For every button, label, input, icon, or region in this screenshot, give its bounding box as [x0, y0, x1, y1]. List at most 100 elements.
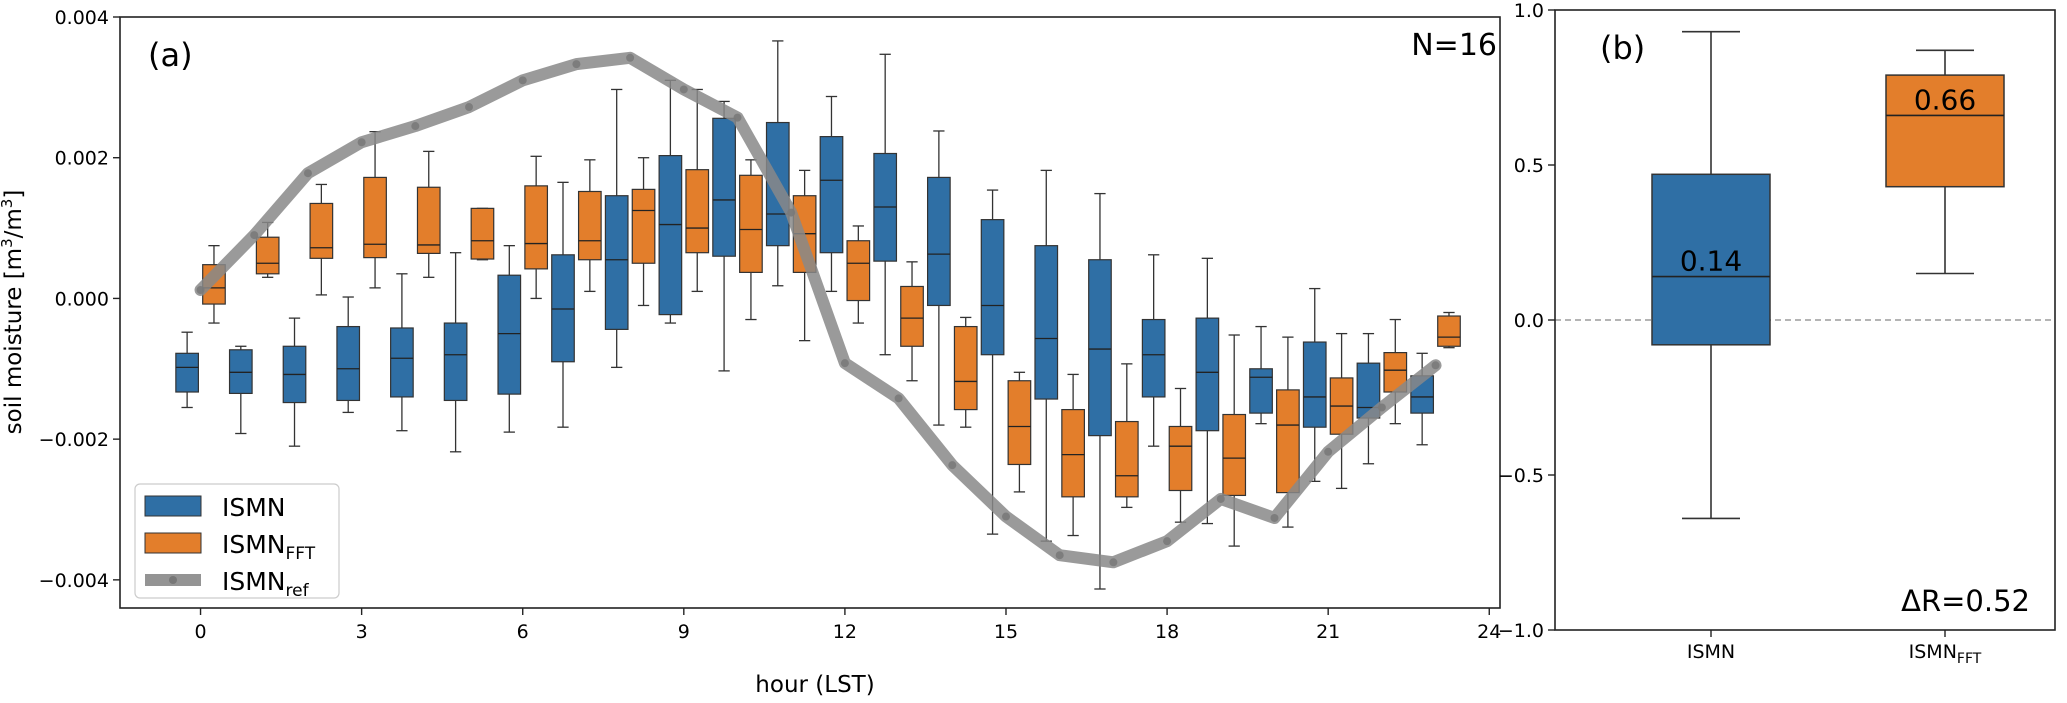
box-ismn-h9 [658, 79, 683, 324]
ref-point-h21 [1324, 447, 1333, 456]
panel-a-plot-content [175, 40, 1461, 590]
box-ismn-h2 [282, 317, 307, 447]
y-axis-title-sup2: 3 [0, 199, 16, 209]
box-body [900, 285, 924, 347]
box-body [1437, 315, 1461, 347]
b-y-tick-label-3: 0.5 [1514, 155, 1544, 177]
box-ismn-fft-h19 [1222, 334, 1247, 547]
box-body [416, 186, 441, 254]
box-r-ismn: 0.14 [1651, 30, 1771, 520]
box-body [953, 325, 978, 411]
box-ismn-h10 [712, 100, 736, 372]
panel-a-x-ticks: 0 3 6 9 12 15 18 21 24 [194, 608, 1501, 643]
box-ismn-fft-h20 [1276, 336, 1300, 528]
box-ismn-h20 [1249, 325, 1273, 425]
box-body [1034, 245, 1059, 400]
box-body [604, 195, 629, 330]
box-ismn-h15 [980, 189, 1005, 535]
box-body [309, 202, 334, 259]
box-body [1249, 368, 1273, 414]
y-axis-title-sup1: 3 [0, 238, 16, 248]
b-y-tick-label-1: −0.5 [1498, 465, 1544, 487]
box-ismn-fft-h16 [1061, 373, 1085, 537]
box-body [926, 176, 951, 307]
box-ismn-fft-h22 [1383, 318, 1408, 425]
box-body [1885, 74, 2005, 188]
ref-point-h14 [948, 461, 957, 470]
ref-line-ismn-ref [194, 51, 1442, 569]
ref-point-h19 [1216, 494, 1225, 503]
legend-label-ismn-fft-base: ISMN [222, 530, 286, 559]
box-body [685, 169, 710, 254]
box-ismn-h16 [1034, 169, 1059, 542]
legend: ISMN ISMNFFT ISMNref [134, 483, 340, 601]
box-body [1007, 380, 1032, 466]
box-ismn-fft-h3 [363, 131, 387, 289]
box-body [1114, 420, 1139, 498]
box-ismn-fft-h17 [1114, 363, 1139, 509]
box-body [631, 188, 656, 264]
panel-b-x-ticks: ISMN ISMNFFT [1687, 630, 1982, 667]
panel-a-y-ticks: −0.004 −0.002 0.000 0.002 0.004 [39, 7, 120, 592]
x-tick-label-3: 3 [356, 621, 368, 643]
box-ismn-h6 [497, 245, 522, 433]
box-body [1195, 317, 1220, 432]
x-tick-label-0: 0 [194, 621, 206, 643]
box-body [255, 236, 280, 275]
panel-b-label: (b) [1600, 29, 1645, 67]
x-tick-label-24: 24 [1477, 621, 1501, 643]
box-ismn-h18 [1141, 254, 1166, 447]
box-ismn-h22 [1356, 332, 1381, 465]
box-ismn-h17 [1088, 192, 1112, 590]
box-ismn-h12 [819, 95, 844, 293]
box-body [336, 325, 361, 402]
x-tick-label-15: 15 [994, 621, 1018, 643]
box-body [1222, 413, 1247, 497]
ref-point-h16 [1055, 551, 1064, 560]
panel-a-label: (a) [148, 36, 193, 74]
box-body [524, 185, 549, 270]
box-ismn-fft-h12 [846, 225, 871, 324]
ref-point-h23 [1431, 361, 1440, 370]
box-body [1276, 389, 1300, 494]
legend-label-ismn-fft: ISMNFFT [222, 530, 316, 564]
ref-point-h0 [196, 285, 205, 294]
panel-b-x-tick-label-ismn-fft-base: ISMN [1909, 641, 1957, 663]
ref-point-h12 [840, 359, 849, 368]
panel-b-plot-content: 0.14 0.66 [1555, 30, 2055, 520]
box-body [551, 254, 575, 363]
y-tick-label-0: −0.004 [39, 570, 109, 592]
panel-b-note: ΔR=0.52 [1901, 584, 2030, 618]
box-body [363, 176, 387, 259]
panel-b: 0.140.66 −1.0−0.50.00.51.0 ISMN ISMNFFT … [1498, 0, 2056, 667]
box-body [658, 155, 683, 316]
box-ismn-fft-h8 [631, 157, 656, 307]
panel-b-x-tick-label-ismn: ISMN [1687, 641, 1735, 663]
legend-label-ismn-fft-sub: FFT [286, 544, 316, 564]
box-ismn-h14 [926, 130, 951, 426]
box-body [497, 274, 522, 395]
box-ismn-h4 [390, 273, 414, 432]
box-ismn-h8 [604, 88, 629, 369]
box-body [1088, 259, 1112, 437]
legend-label-ismn: ISMN [222, 493, 286, 522]
ref-point-h6 [518, 76, 527, 85]
panel-b-x-tick-label-ismn-fft-sub: FFT [1957, 651, 1982, 667]
panel-a: 0 3 6 9 12 15 18 21 24 −0.004 −0.002 0.000 0.002 0.0… [0, 7, 1501, 698]
ref-point-h7 [572, 60, 581, 69]
ref-point-h18 [1163, 537, 1172, 546]
box-body [1061, 408, 1085, 498]
legend-swatch-ismn-fft [144, 532, 202, 554]
y-axis-title-prefix: soil moisture [m [1, 248, 27, 434]
legend-marker-ismn-ref [169, 576, 177, 584]
box-ismn-fft-h7 [577, 159, 602, 293]
median-value-label: 0.66 [1914, 83, 1976, 116]
box-ismn-h19 [1195, 257, 1220, 525]
box-body [390, 327, 414, 398]
ref-point-h1 [250, 231, 259, 240]
b-y-tick-label-0: −1.0 [1498, 620, 1544, 642]
ref-point-h20 [1270, 513, 1279, 522]
box-ismn-fft-h10 [739, 159, 763, 321]
panel-a-y-axis-title: soil moisture [m3/m3] [0, 190, 27, 435]
